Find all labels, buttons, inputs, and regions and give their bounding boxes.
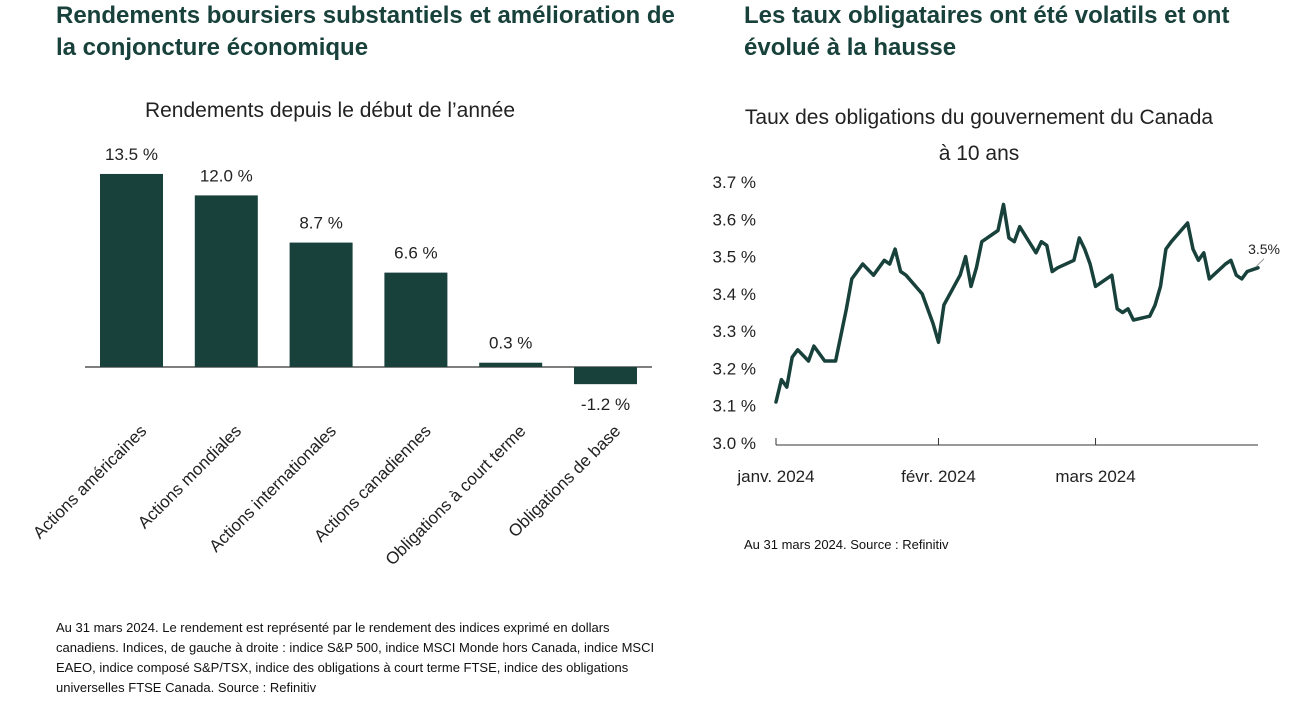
y-tick-label: 3.2 % (713, 359, 756, 378)
y-tick-label: 3.5 % (713, 248, 756, 267)
bar-value-label: 6.6 % (394, 244, 437, 263)
bar-0 (100, 173, 163, 367)
bar-value-label: 8.7 % (299, 214, 342, 233)
y-tick-label: 3.1 % (713, 397, 756, 416)
x-tick-label: mars 2024 (1055, 467, 1135, 486)
bar-value-label: 13.5 % (105, 145, 158, 164)
bar-chart-title: Rendements depuis le début de l’année (144, 99, 516, 122)
bar-value-label: 12.0 % (200, 166, 253, 185)
y-tick-label: 3.6 % (713, 210, 756, 229)
y-tick-label: 3.7 % (713, 173, 756, 192)
series-line (774, 202, 1260, 404)
right-footnote: Au 31 mars 2024. Source : Refinitiv (744, 537, 949, 552)
bar-value-label: 0.3 % (489, 334, 532, 353)
left-footnote: Au 31 mars 2024. Le rendement est représ… (56, 620, 655, 695)
bar-3 (384, 272, 448, 367)
x-tick-label: févr. 2024 (901, 467, 976, 486)
bar-5 (574, 367, 637, 385)
bar-2 (289, 242, 353, 367)
bar-4 (479, 362, 543, 367)
left-heading: Rendements boursiers substantiels et amé… (56, 2, 675, 61)
bar-1 (194, 195, 258, 367)
bar-value-label: -1.2 % (581, 395, 630, 414)
end-label-leader (1255, 258, 1265, 268)
line-chart-title: Taux des obligations du gouvernement du … (744, 106, 1214, 165)
x-tick-label: janv. 2024 (736, 467, 814, 486)
y-tick-label: 3.0 % (713, 434, 756, 453)
y-tick-label: 3.4 % (713, 285, 756, 304)
end-value-label: 3.5% (1248, 241, 1280, 257)
y-tick-label: 3.3 % (713, 322, 756, 341)
right-heading: Les taux obligataires ont été volatils e… (744, 2, 1230, 61)
